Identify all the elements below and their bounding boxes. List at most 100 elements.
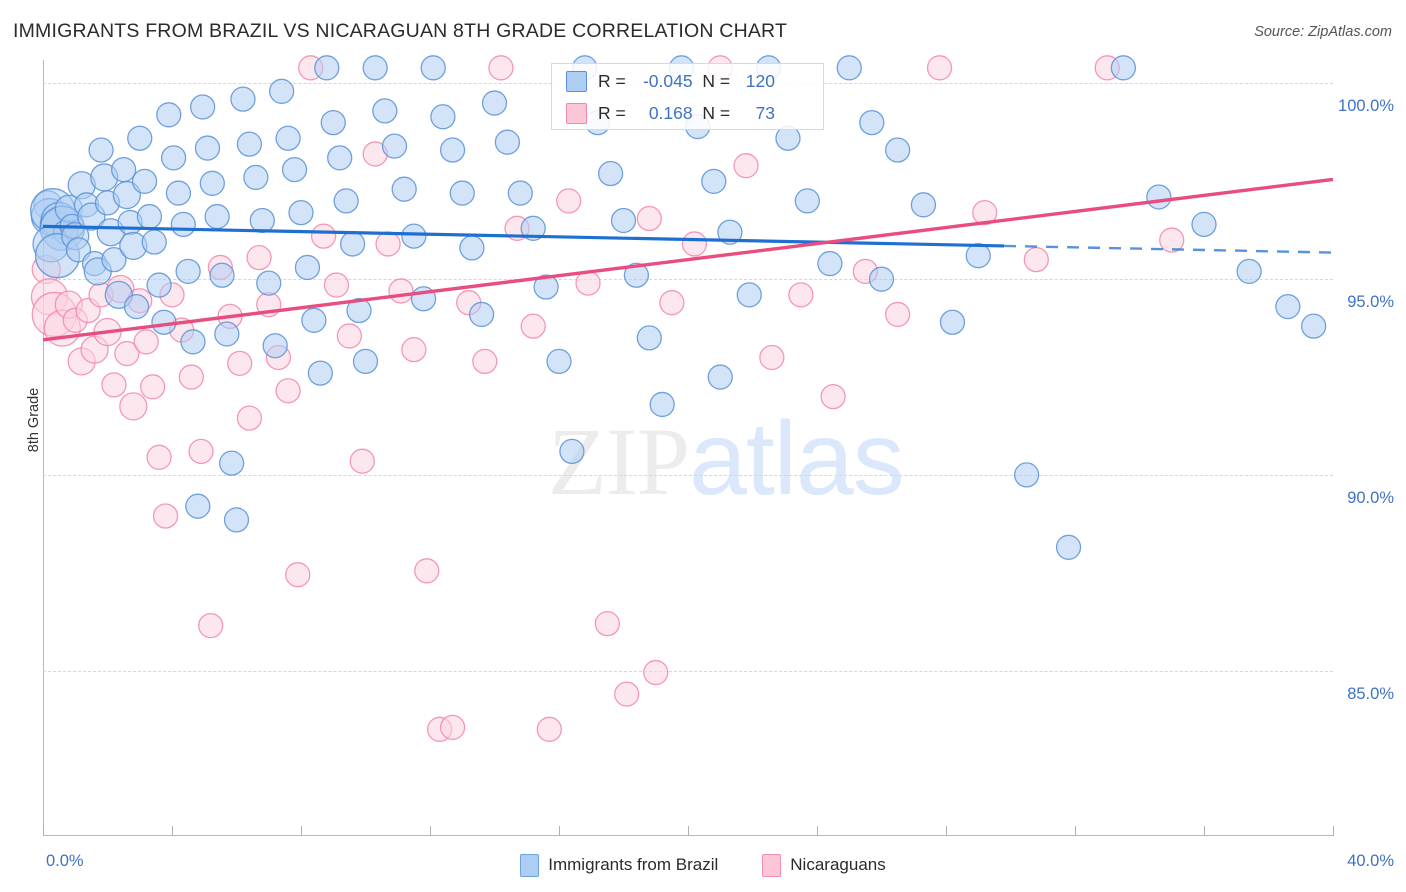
scatter-point-brazil (131, 168, 158, 194)
scatter-point-brazil (288, 199, 314, 226)
scatter-point-nicaraguan (536, 716, 562, 742)
x-tick-mark (430, 826, 431, 836)
scatter-point-brazil (65, 237, 92, 263)
scatter-point-brazil (520, 215, 546, 241)
scatter-point-nicaraguan (643, 659, 669, 686)
gridline-950 (43, 279, 1333, 281)
source-attribution: Source: ZipAtlas.com (1254, 24, 1392, 40)
scatter-point-nicaraguan (54, 290, 83, 319)
watermark-zip: ZIP (548, 408, 690, 515)
scatter-point-brazil (249, 207, 275, 234)
scatter-point-brazil (189, 94, 216, 120)
scatter-point-brazil (146, 272, 172, 298)
scatter-point-nicaraguan (362, 141, 388, 167)
scatter-point-nicaraguan (759, 344, 785, 371)
scatter-point-nicaraguan (401, 336, 427, 363)
scatter-points-nicaraguans (30, 55, 1185, 742)
scatter-point-brazil (430, 104, 456, 130)
scatter-point-nicaraguan (275, 378, 301, 404)
scatter-point-brazil (320, 109, 346, 136)
scatter-point-nicaraguan (884, 301, 911, 328)
gridline-850 (43, 670, 1333, 672)
scatter-point-brazil (61, 221, 90, 251)
scatter-point-nicaraguan (575, 270, 601, 296)
scatter-point-brazil (194, 135, 221, 161)
scatter-point-brazil (77, 202, 106, 231)
scatter-point-nicaraguan (349, 448, 375, 474)
scatter-point-brazil (236, 131, 263, 157)
scatter-point-brazil (301, 307, 327, 333)
scatter-point-brazil (459, 235, 485, 261)
series-legend: Immigrants from Brazil Nicaraguans (0, 848, 1406, 882)
x-tick-label-max: 40.0% (1347, 852, 1394, 870)
scatter-point-nicaraguan (375, 231, 401, 257)
scatter-point-nicaraguan (133, 329, 159, 355)
scatter-point-brazil (83, 257, 112, 286)
scatter-point-brazil (362, 55, 388, 81)
scatter-point-brazil (391, 176, 417, 202)
scatter-point-nicaraguan (62, 307, 88, 333)
x-tick-mark (946, 826, 947, 836)
scatter-point-nicaraguan (101, 372, 127, 398)
legend-swatch-brazil (520, 853, 540, 877)
scatter-point-brazil (112, 180, 141, 210)
trendline-brazil-solid (42, 224, 1005, 248)
x-tick-mark (43, 826, 44, 836)
scatter-point-nicaraguan (504, 215, 530, 241)
scatter-point-brazil (88, 137, 114, 163)
stats-n-label-nicaraguans: N = (702, 103, 731, 123)
scatter-point-brazil (794, 188, 820, 214)
scatter-point-brazil (481, 90, 508, 116)
scatter-point-nicaraguan (146, 444, 172, 470)
stats-row-nicaraguans: R = 0.168 N = 73 (552, 97, 823, 130)
scatter-point-brazil (185, 493, 211, 519)
scatter-point-nicaraguan (681, 231, 708, 257)
y-tick-label-950: 95.0% (1347, 293, 1394, 312)
scatter-point-brazil (110, 156, 137, 183)
watermark-atlas: atlas (689, 401, 905, 517)
scatter-point-brazil (275, 125, 301, 151)
scatter-point-nicaraguan (788, 282, 814, 308)
x-tick-mark (1075, 826, 1076, 836)
scatter-point-nicaraguan (614, 681, 640, 707)
legend-item-brazil[interactable]: Immigrants from Brazil (520, 853, 718, 877)
stats-text-nicaraguans: R = 0.168 N = 73 (598, 103, 775, 124)
scatter-point-brazil (1275, 293, 1301, 320)
scatter-point-brazil (610, 207, 637, 234)
x-tick-mark (301, 826, 302, 836)
scatter-point-brazil (352, 348, 379, 375)
scatter-point-nicaraguan (169, 317, 195, 343)
scatter-point-nicaraguan (127, 288, 153, 314)
scatter-point-brazil (294, 254, 321, 281)
scatter-point-brazil (136, 203, 163, 230)
scatter-point-brazil (817, 250, 843, 277)
scatter-point-nicaraguan (256, 291, 282, 318)
scatter-point-brazil (96, 218, 125, 247)
scatter-point-brazil (307, 360, 334, 386)
scatter-point-brazil (636, 325, 662, 351)
scatter-point-brazil (156, 102, 182, 128)
trendline-nicaraguans (42, 177, 1334, 342)
scatter-point-brazil (836, 55, 862, 81)
legend-item-nicaraguans[interactable]: Nicaraguans (762, 853, 886, 877)
x-tick-mark (1204, 826, 1205, 836)
scatter-point-nicaraguan (298, 55, 324, 81)
scatter-point-nicaraguan (1023, 246, 1049, 273)
scatter-point-nicaraguan (139, 374, 166, 400)
scatter-point-brazil (59, 213, 85, 240)
scatter-point-brazil (494, 129, 521, 155)
stats-row-brazil: R = -0.045 N = 120 (552, 65, 823, 98)
scatter-point-nicaraguan (594, 610, 621, 637)
scatter-point-brazil (1055, 534, 1082, 560)
scatter-point-nicaraguan (310, 223, 337, 249)
scatter-point-nicaraguan (198, 612, 224, 639)
gridline-900 (43, 474, 1333, 476)
scatter-point-brazil (30, 188, 76, 234)
scatter-point-brazil (1110, 55, 1137, 81)
scatter-point-brazil (151, 309, 177, 335)
scatter-point-brazil (623, 262, 650, 288)
scatter-point-brazil (736, 282, 762, 308)
scatter-point-brazil (160, 145, 187, 171)
scatter-point-nicaraguan (75, 297, 101, 324)
scatter-point-brazil (701, 168, 727, 194)
